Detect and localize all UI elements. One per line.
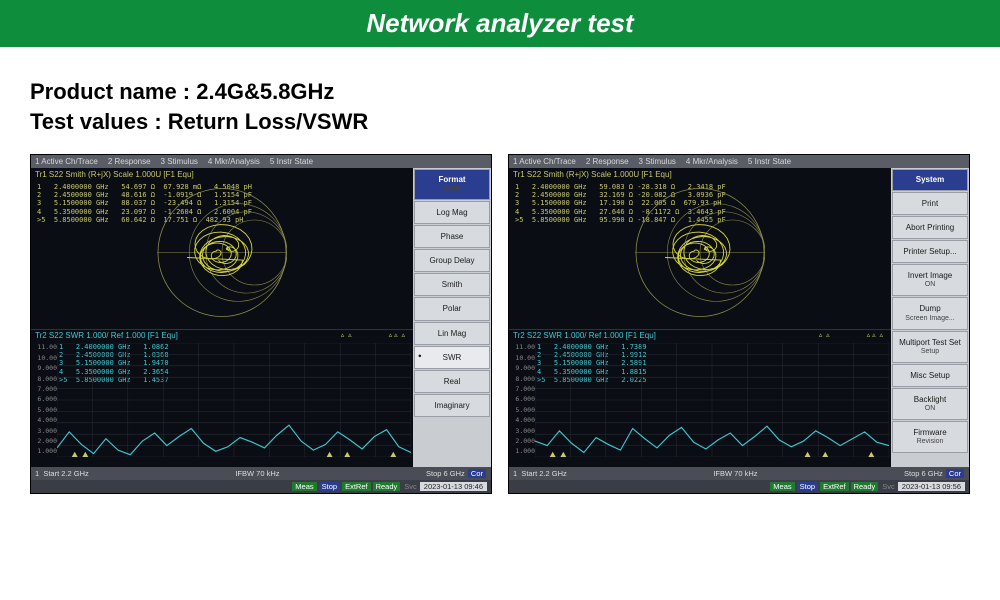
side-btn-polar[interactable]: Polar xyxy=(414,297,490,320)
status-badge: Meas xyxy=(770,482,794,491)
swr-y-ticks: 11.0010.009.0008.0007.0006.0005.0004.000… xyxy=(511,341,535,467)
status-stop: Stop 6 GHz xyxy=(426,469,465,478)
statusbar-2: MeasStopExtRefReadySvc2023-01-13 09:46 xyxy=(31,480,491,493)
menu-item[interactable]: 2 Response xyxy=(108,157,151,166)
panels-row: 1 Active Ch/Trace 2 Response 3 Stimulus 4 M… xyxy=(0,154,1000,494)
side-header: System xyxy=(892,169,968,190)
smith-region: 1 2.4000000 GHz 59.083 Ω -28.318 Ω 2.341… xyxy=(509,181,891,329)
swr-trace-header: Tr2 S22 SWR 1.000/ Ref 1.000 [F1 Equ]▵ ▵… xyxy=(509,329,891,341)
swr-y-ticks: 11.0010.009.0008.0007.0006.0005.0004.000… xyxy=(33,341,57,467)
status-start: 1 Start 2.2 GHz xyxy=(513,469,567,478)
menu-item[interactable]: 3 Stimulus xyxy=(161,157,198,166)
side-btn-lin-mag[interactable]: Lin Mag xyxy=(414,322,490,345)
status-badge: Stop xyxy=(319,482,340,491)
status-svc: Svc xyxy=(404,482,417,491)
side-btn-swr[interactable]: SWR xyxy=(414,346,490,369)
menu-item[interactable]: 4 Mkr/Analysis xyxy=(686,157,738,166)
menu-item[interactable]: 4 Mkr/Analysis xyxy=(208,157,260,166)
test-value: Return Loss/VSWR xyxy=(168,109,368,134)
side-header: FormatSWR xyxy=(414,169,490,199)
side-btn-backlight[interactable]: BacklightON xyxy=(892,388,968,420)
side-btn-phase[interactable]: Phase xyxy=(414,225,490,248)
side-menu: SystemPrintAbort PrintingPrinter Setup..… xyxy=(891,168,969,467)
smith-trace-header: Tr1 S22 Smith (R+jX) Scale 1.000U [F1 Eq… xyxy=(31,168,413,181)
side-btn-abort-printing[interactable]: Abort Printing xyxy=(892,216,968,239)
side-btn-misc-setup[interactable]: Misc Setup xyxy=(892,364,968,387)
swr-trace-header: Tr2 S22 SWR 1.000/ Ref 1.000 [F1 Equ]▵ ▵… xyxy=(31,329,413,341)
test-label: Test values : xyxy=(30,109,162,134)
side-btn-dump[interactable]: DumpScreen Image... xyxy=(892,297,968,329)
side-menu: FormatSWRLog MagPhaseGroup DelaySmithPol… xyxy=(413,168,491,467)
smith-chart xyxy=(157,188,287,318)
analyzer-right: 1 Active Ch/Trace 2 Response 3 Stimulus 4 M… xyxy=(508,154,970,494)
status-badge: Meas xyxy=(292,482,316,491)
status-ifbw: IFBW 70 kHz xyxy=(235,469,279,478)
menu-item[interactable]: 5 Instr State xyxy=(270,157,313,166)
side-btn-group-delay[interactable]: Group Delay xyxy=(414,249,490,272)
status-start: 1 Start 2.2 GHz xyxy=(35,469,89,478)
smith-chart xyxy=(635,188,765,318)
product-label: Product name : xyxy=(30,79,190,104)
product-value: 2.4G&5.8GHz xyxy=(196,79,334,104)
status-badge: Ready xyxy=(373,482,401,491)
smith-region: 1 2.4000000 GHz 54.697 Ω 67.928 mΩ 4.504… xyxy=(31,181,413,329)
plot-area: Tr1 S22 Smith (R+jX) Scale 1.000U [F1 Eq… xyxy=(31,168,413,467)
swr-plot xyxy=(535,343,889,457)
status-date: 2023-01-13 09:46 xyxy=(420,482,487,491)
swr-region: 1 2.4000000 GHz 1.7389 2 2.4500000 GHz 1… xyxy=(509,341,891,467)
side-btn-log-mag[interactable]: Log Mag xyxy=(414,201,490,224)
status-ifbw: IFBW 70 kHz xyxy=(713,469,757,478)
header-banner: Network analyzer test xyxy=(0,0,1000,47)
side-btn-printer-setup-[interactable]: Printer Setup... xyxy=(892,240,968,263)
swr-plot xyxy=(57,343,411,457)
side-btn-firmware[interactable]: FirmwareRevision xyxy=(892,421,968,453)
side-btn-multiport-test-set[interactable]: Multiport Test SetSetup xyxy=(892,331,968,363)
info-block: Product name : 2.4G&5.8GHz Test values :… xyxy=(0,47,1000,154)
status-badge: Ready xyxy=(851,482,879,491)
status-cor: Cor xyxy=(946,469,964,478)
menu-item[interactable]: 1 Active Ch/Trace xyxy=(513,157,576,166)
status-stop: Stop 6 GHz xyxy=(904,469,943,478)
side-btn-real[interactable]: Real xyxy=(414,370,490,393)
menu-item[interactable]: 3 Stimulus xyxy=(639,157,676,166)
menu-item[interactable]: 5 Instr State xyxy=(748,157,791,166)
status-badge: ExtRef xyxy=(820,482,849,491)
status-cor: Cor xyxy=(468,469,486,478)
swr-region: 1 2.4000000 GHz 1.0862 2 2.4500000 GHz 1… xyxy=(31,341,413,467)
side-btn-print[interactable]: Print xyxy=(892,192,968,215)
test-line: Test values : Return Loss/VSWR xyxy=(30,107,970,137)
analyzer-left: 1 Active Ch/Trace 2 Response 3 Stimulus 4 M… xyxy=(30,154,492,494)
statusbar: 1 Start 2.2 GHz IFBW 70 kHz Stop 6 GHz C… xyxy=(31,467,491,480)
menu-item[interactable]: 1 Active Ch/Trace xyxy=(35,157,98,166)
status-svc: Svc xyxy=(882,482,895,491)
status-badge: ExtRef xyxy=(342,482,371,491)
status-badge: Stop xyxy=(797,482,818,491)
product-line: Product name : 2.4G&5.8GHz xyxy=(30,77,970,107)
smith-trace-header: Tr1 S22 Smith (R+jX) Scale 1.000U [F1 Eq… xyxy=(509,168,891,181)
menubar: 1 Active Ch/Trace 2 Response 3 Stimulus 4 M… xyxy=(509,155,969,168)
statusbar: 1 Start 2.2 GHz IFBW 70 kHz Stop 6 GHz C… xyxy=(509,467,969,480)
side-btn-invert-image[interactable]: Invert ImageON xyxy=(892,264,968,296)
menubar: 1 Active Ch/Trace 2 Response 3 Stimulus 4 M… xyxy=(31,155,491,168)
plot-area: Tr1 S22 Smith (R+jX) Scale 1.000U [F1 Eq… xyxy=(509,168,891,467)
menu-item[interactable]: 2 Response xyxy=(586,157,629,166)
side-btn-imaginary[interactable]: Imaginary xyxy=(414,394,490,417)
statusbar-2: MeasStopExtRefReadySvc2023-01-13 09:56 xyxy=(509,480,969,493)
status-date: 2023-01-13 09:56 xyxy=(898,482,965,491)
side-btn-smith[interactable]: Smith xyxy=(414,273,490,296)
